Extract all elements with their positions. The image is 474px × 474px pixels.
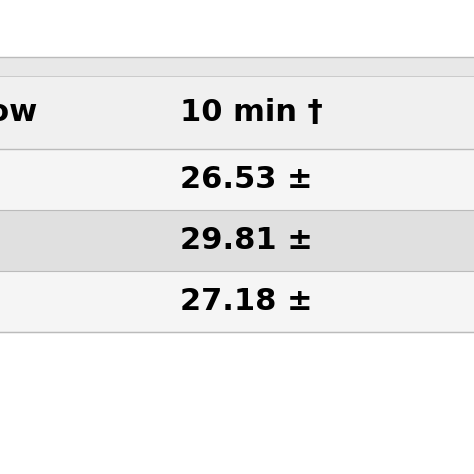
Text: 10 min †: 10 min † bbox=[180, 98, 323, 127]
Bar bbox=[0, 149, 474, 210]
Text: 29.81 ±: 29.81 ± bbox=[180, 226, 313, 255]
Bar bbox=[0, 76, 474, 149]
Bar bbox=[0, 271, 474, 332]
Bar bbox=[0, 210, 474, 271]
Text: 27.18 ±: 27.18 ± bbox=[180, 287, 313, 316]
Bar bbox=[0, 57, 474, 76]
Text: 26.53 ±: 26.53 ± bbox=[180, 165, 313, 194]
Text: Flow: Flow bbox=[0, 98, 37, 127]
